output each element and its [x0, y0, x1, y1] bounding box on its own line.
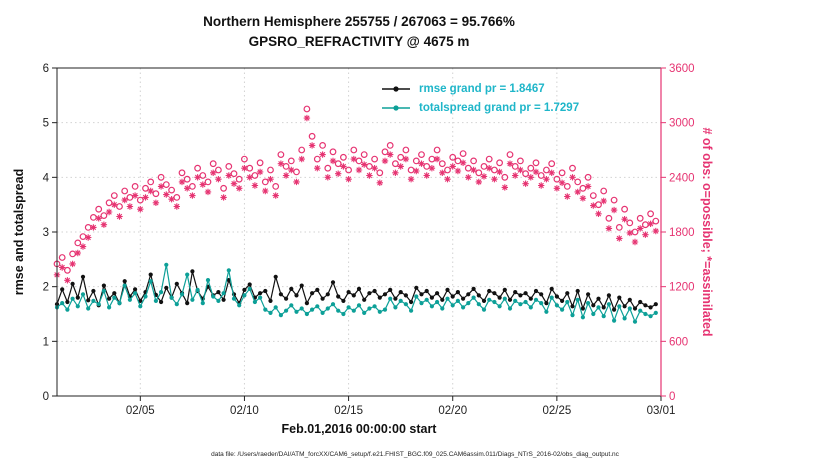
svg-text:6: 6 — [43, 63, 49, 75]
legend: rmse grand pr = 1.8467 totalspread grand… — [380, 79, 579, 117]
legend-item-totalspread: totalspread grand pr = 1.7297 — [380, 98, 579, 117]
svg-text:3: 3 — [43, 227, 49, 239]
svg-text:5: 5 — [43, 118, 49, 130]
data-file-caption: data file: /Users/raeder/DAI/ATM_forcXX/… — [211, 451, 619, 458]
svg-text:3000: 3000 — [669, 118, 695, 130]
svg-text:0: 0 — [43, 391, 49, 403]
left-axis-label: rmse and totalspread — [12, 168, 26, 296]
svg-text:0: 0 — [669, 391, 675, 403]
svg-text:02/05: 02/05 — [126, 405, 155, 417]
svg-text:1200: 1200 — [669, 282, 695, 294]
svg-text:02/20: 02/20 — [438, 405, 467, 417]
legend-marker-totalspread-icon — [382, 104, 410, 111]
svg-text:02/25: 02/25 — [542, 405, 571, 417]
x-axis-label: Feb.01,2016 00:00:00 start — [281, 422, 437, 436]
svg-text:2400: 2400 — [669, 172, 695, 184]
svg-text:1800: 1800 — [669, 227, 695, 239]
svg-text:02/10: 02/10 — [230, 405, 259, 417]
svg-text:02/15: 02/15 — [334, 405, 363, 417]
chart-title-line1: Northern Hemisphere 255755 / 267063 = 95… — [203, 14, 515, 29]
svg-text:1: 1 — [43, 336, 49, 348]
right-axis-label: # of obs: o=possible; *=assimilated — [700, 127, 714, 337]
legend-label-rmse: rmse grand pr = 1.8467 — [419, 82, 545, 95]
chart-title-line2: GPSRO_REFRACTIVITY @ 4675 m — [248, 34, 470, 49]
svg-text:4: 4 — [43, 172, 50, 184]
svg-text:600: 600 — [669, 336, 688, 348]
legend-label-totalspread: totalspread grand pr = 1.7297 — [419, 101, 580, 114]
svg-text:03/01: 03/01 — [647, 405, 676, 417]
legend-item-rmse: rmse grand pr = 1.8467 — [380, 79, 579, 98]
legend-marker-rmse-icon — [382, 85, 410, 92]
svg-text:2: 2 — [43, 282, 49, 294]
svg-text:3600: 3600 — [669, 63, 695, 75]
